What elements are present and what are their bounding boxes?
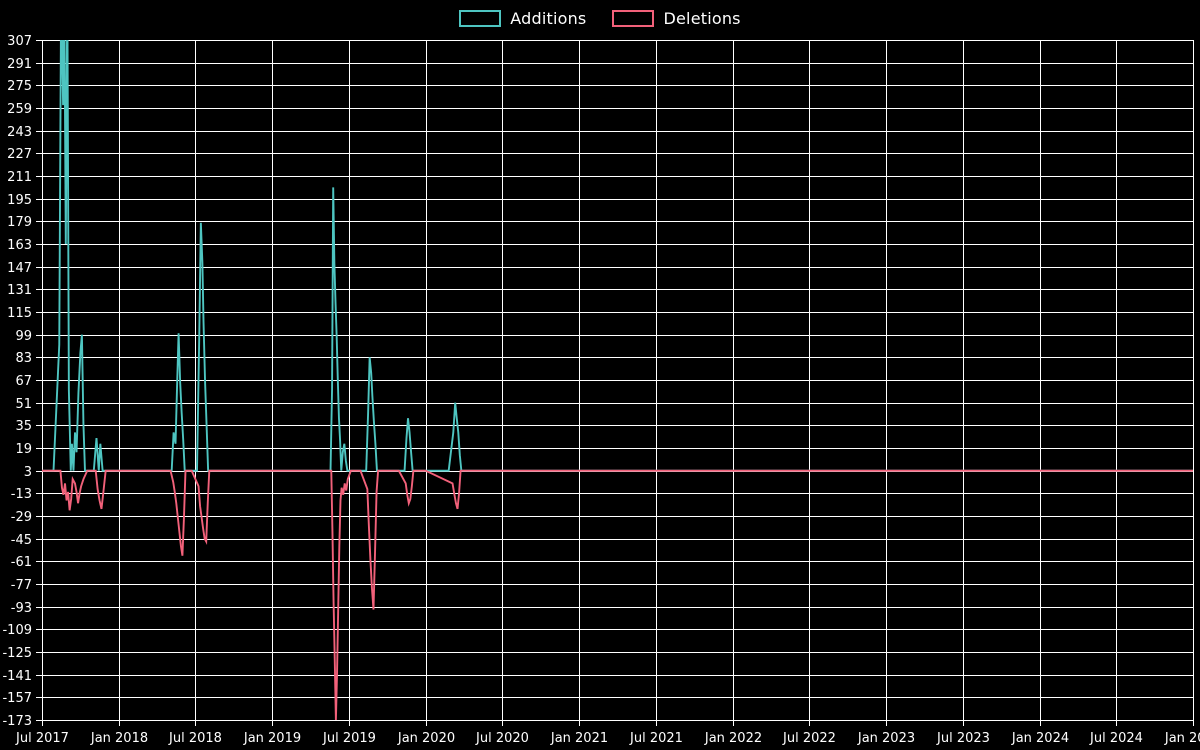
y-tick-label: -109 bbox=[2, 623, 32, 638]
y-tick-label: -77 bbox=[11, 578, 32, 593]
y-tick-label: 147 bbox=[7, 261, 32, 276]
y-tick-label: 179 bbox=[7, 215, 32, 230]
x-tick-label: Jul 2023 bbox=[936, 731, 990, 746]
x-tickmarks bbox=[41, 720, 1195, 726]
y-tick-label: 51 bbox=[15, 397, 32, 412]
series-line-deletions bbox=[42, 469, 1193, 720]
y-tick-label: 211 bbox=[7, 170, 32, 185]
y-tick-label: -93 bbox=[11, 601, 32, 616]
y-tick-label: -61 bbox=[11, 555, 32, 570]
legend-label-additions: Additions bbox=[510, 8, 587, 28]
x-axis-labels: Jul 2017 Jan 2018 Jul 2018 Jan 2019 Jul 2019… bbox=[15, 731, 1200, 746]
legend-label-deletions: Deletions bbox=[663, 8, 741, 28]
x-tick-label: Jan 2025 bbox=[1164, 731, 1200, 746]
x-tick-label: Jan 2019 bbox=[243, 731, 301, 746]
legend-entry-deletions[interactable]: Deletions bbox=[612, 8, 741, 28]
y-tick-label: 67 bbox=[15, 374, 32, 389]
y-tick-label: -141 bbox=[2, 669, 32, 684]
y-tick-label: 3 bbox=[24, 465, 32, 480]
y-axis-labels: 307 291 275 259 243 227 211 195 179 163 147 131 115 9… bbox=[2, 34, 32, 729]
y-tick-label: -157 bbox=[2, 691, 32, 706]
legend-entry-additions[interactable]: Additions bbox=[459, 9, 586, 28]
x-tick-label: Jul 2024 bbox=[1089, 731, 1143, 746]
y-tick-label: 99 bbox=[15, 329, 32, 344]
y-tick-label: 131 bbox=[7, 283, 32, 298]
x-tick-label: Jan 2023 bbox=[857, 731, 915, 746]
x-tick-label: Jan 2021 bbox=[550, 731, 608, 746]
chart-legend: Additions Deletions bbox=[0, 0, 1200, 36]
x-tick-label: Jul 2020 bbox=[475, 731, 529, 746]
y-tick-label: 83 bbox=[15, 351, 32, 366]
y-tick-label: -125 bbox=[2, 646, 32, 661]
y-tick-label: 275 bbox=[7, 79, 32, 94]
y-tick-label: -29 bbox=[11, 510, 32, 525]
y-tick-label: 259 bbox=[7, 102, 32, 117]
y-tick-label: -45 bbox=[11, 533, 32, 548]
data-series bbox=[42, 40, 1193, 720]
x-tick-label: Jul 2018 bbox=[168, 731, 222, 746]
legend-swatch-deletions-icon bbox=[612, 9, 655, 27]
y-tick-label: -13 bbox=[11, 487, 32, 502]
y-tick-label: 19 bbox=[15, 442, 32, 457]
y-tick-label: 35 bbox=[15, 419, 32, 434]
x-tick-label: Jan 2022 bbox=[704, 731, 762, 746]
series-line-additions bbox=[42, 40, 1193, 472]
x-tick-label: Jul 2021 bbox=[629, 731, 683, 746]
y-tick-label: 291 bbox=[7, 57, 32, 72]
x-tick-label: Jan 2020 bbox=[397, 731, 455, 746]
legend-swatch-additions-icon bbox=[459, 9, 502, 27]
axes bbox=[41, 40, 1193, 722]
x-tick-label: Jan 2024 bbox=[1011, 731, 1069, 746]
grid-horizontal bbox=[42, 39, 1193, 722]
x-tick-label: Jul 2017 bbox=[15, 731, 69, 746]
y-tick-label: 115 bbox=[7, 306, 32, 321]
x-tick-label: Jul 2022 bbox=[782, 731, 836, 746]
x-tick-label: Jan 2018 bbox=[90, 731, 148, 746]
y-tickmarks bbox=[36, 39, 42, 722]
y-tick-label: 195 bbox=[7, 193, 32, 208]
y-tick-label: 163 bbox=[7, 238, 32, 253]
y-tick-label: 243 bbox=[7, 125, 32, 140]
y-tick-label: -173 bbox=[2, 714, 32, 729]
y-tick-label: 307 bbox=[7, 34, 32, 49]
x-tick-label: Jul 2019 bbox=[322, 731, 376, 746]
y-tick-label: 227 bbox=[7, 147, 32, 162]
